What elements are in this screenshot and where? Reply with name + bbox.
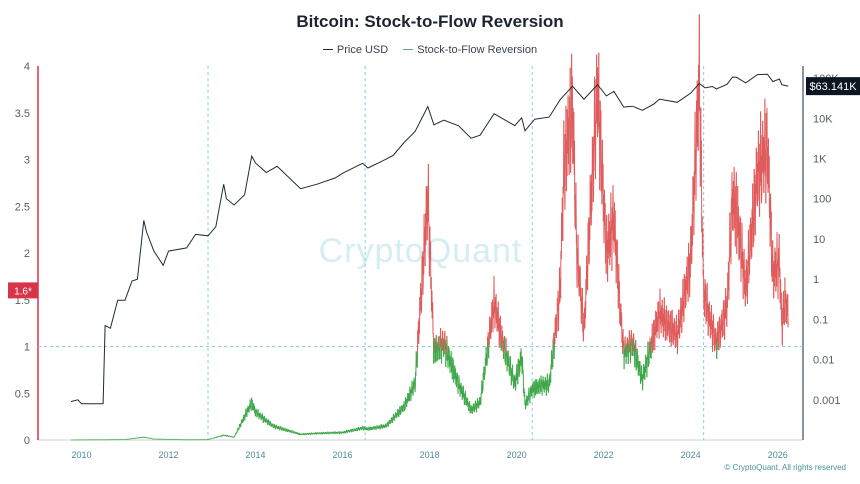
legend-sf-swatch [403,49,414,50]
y-right-tick-label: 10K [813,113,833,125]
x-tick-label: 2024 [681,450,701,460]
x-tick-label: 2010 [71,450,91,460]
y-right-tick-label: 0.01 [813,355,834,367]
y-left-tick-label: 0.5 [15,388,30,400]
y-left-tick-label: 3 [24,155,30,167]
y-right-tick-label: 0.1 [813,314,828,326]
x-tick-label: 2020 [507,450,527,460]
watermark: CryptoQuant [319,232,523,270]
y-left-tick-label: 3.5 [15,108,30,120]
x-tick-label: 2018 [420,450,440,460]
y-left-tick-label: 1 [24,342,30,354]
legend: Price USD Stock-to-Flow Reversion [0,41,860,56]
y-left-tick-label: 2 [24,248,30,260]
x-tick-label: 2012 [158,450,178,460]
y-left-tick-label: 4 [24,61,30,73]
y-right-tick-label: 1 [813,274,819,286]
legend-sf-label: Stock-to-Flow Reversion [417,43,538,56]
x-tick-label: 2022 [594,450,614,460]
y-right-tick-label: 0.001 [813,395,841,407]
y-left-tick-label: 0 [24,435,30,447]
current-price-badge [806,77,860,96]
x-tick-label: 2014 [246,450,266,460]
current-price-label: $63.141K [809,81,857,93]
y-left-tick-label: 2.5 [15,201,30,213]
current-sf-badge [8,282,38,299]
price-line[interactable] [70,73,789,405]
legend-sf[interactable]: Stock-to-Flow Reversion [403,44,537,56]
legend-price[interactable]: Price USD [322,43,389,56]
y-right-tick-label: 1K [813,154,827,166]
current-sf-label: 1.6* [14,286,32,297]
x-tick-label: 2016 [333,450,353,460]
legend-price-label: Price USD [336,43,389,56]
y-right-tick-label: 100 [813,194,831,206]
copyright-footer: © CryptoQuant. All rights reserved [724,463,847,472]
y-right-tick-label: 10 [813,234,825,246]
legend-price-swatch [322,49,333,50]
chart-title: Bitcoin: Stock-to-Flow Reversion [296,12,564,31]
x-tick-label: 2026 [768,450,788,460]
